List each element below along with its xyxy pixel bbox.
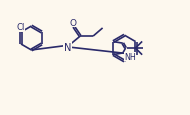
Text: N: N (64, 42, 71, 52)
Text: Cl: Cl (16, 23, 24, 32)
Text: O: O (70, 19, 76, 28)
Text: NH: NH (124, 52, 136, 61)
